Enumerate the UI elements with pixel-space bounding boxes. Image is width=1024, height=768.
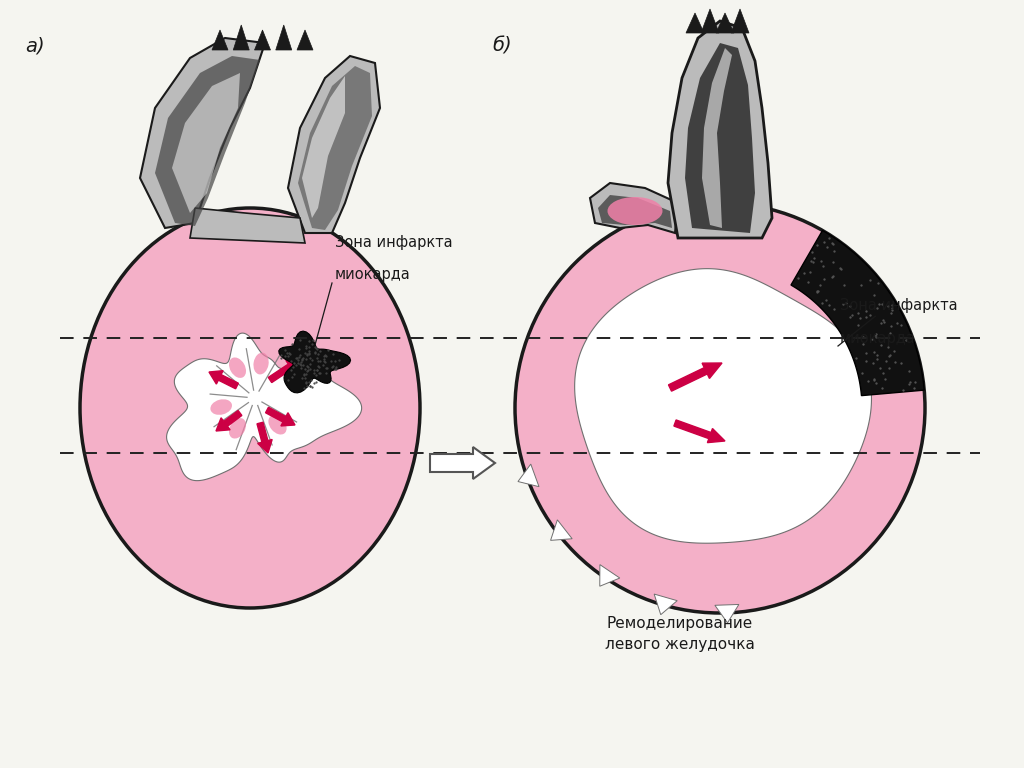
Polygon shape (551, 520, 572, 541)
Polygon shape (654, 594, 677, 614)
FancyArrow shape (265, 407, 295, 426)
Polygon shape (140, 38, 265, 228)
Ellipse shape (80, 208, 420, 608)
Polygon shape (255, 30, 270, 50)
Polygon shape (590, 183, 678, 233)
Text: а): а) (25, 36, 45, 55)
Polygon shape (791, 230, 925, 396)
Polygon shape (731, 9, 749, 33)
FancyArrow shape (216, 411, 242, 431)
Text: Зона инфаркта: Зона инфаркта (335, 235, 453, 250)
Polygon shape (212, 30, 228, 50)
FancyArrow shape (674, 420, 725, 442)
Polygon shape (233, 25, 249, 50)
Polygon shape (685, 43, 755, 233)
Polygon shape (702, 48, 732, 228)
Polygon shape (302, 76, 345, 218)
FancyArrow shape (430, 447, 495, 479)
Ellipse shape (607, 197, 663, 225)
Ellipse shape (268, 415, 287, 435)
Ellipse shape (229, 357, 246, 378)
Text: миокарда: миокарда (840, 331, 915, 346)
Polygon shape (701, 9, 719, 33)
FancyArrow shape (209, 371, 239, 389)
Polygon shape (716, 13, 734, 33)
Polygon shape (298, 66, 372, 230)
Polygon shape (600, 564, 620, 586)
Ellipse shape (254, 353, 268, 375)
Text: миокарда: миокарда (335, 267, 411, 282)
Text: Зона инфаркта: Зона инфаркта (840, 298, 957, 313)
Ellipse shape (229, 418, 246, 439)
Polygon shape (155, 56, 260, 226)
Polygon shape (668, 21, 772, 238)
Polygon shape (167, 333, 361, 481)
Polygon shape (172, 73, 240, 213)
Polygon shape (598, 195, 672, 228)
FancyArrow shape (669, 363, 722, 391)
Text: Ремоделирование
левого желудочка: Ремоделирование левого желудочка (605, 616, 755, 652)
FancyArrow shape (257, 422, 272, 453)
Polygon shape (686, 13, 705, 33)
Polygon shape (279, 331, 350, 393)
Polygon shape (518, 464, 539, 487)
Text: б): б) (492, 36, 512, 55)
Polygon shape (574, 269, 871, 543)
Circle shape (515, 203, 925, 613)
FancyArrow shape (268, 360, 300, 382)
Ellipse shape (210, 399, 232, 415)
Polygon shape (275, 25, 292, 50)
Polygon shape (190, 208, 305, 243)
Polygon shape (297, 30, 313, 50)
Polygon shape (288, 56, 380, 233)
Polygon shape (715, 604, 739, 623)
